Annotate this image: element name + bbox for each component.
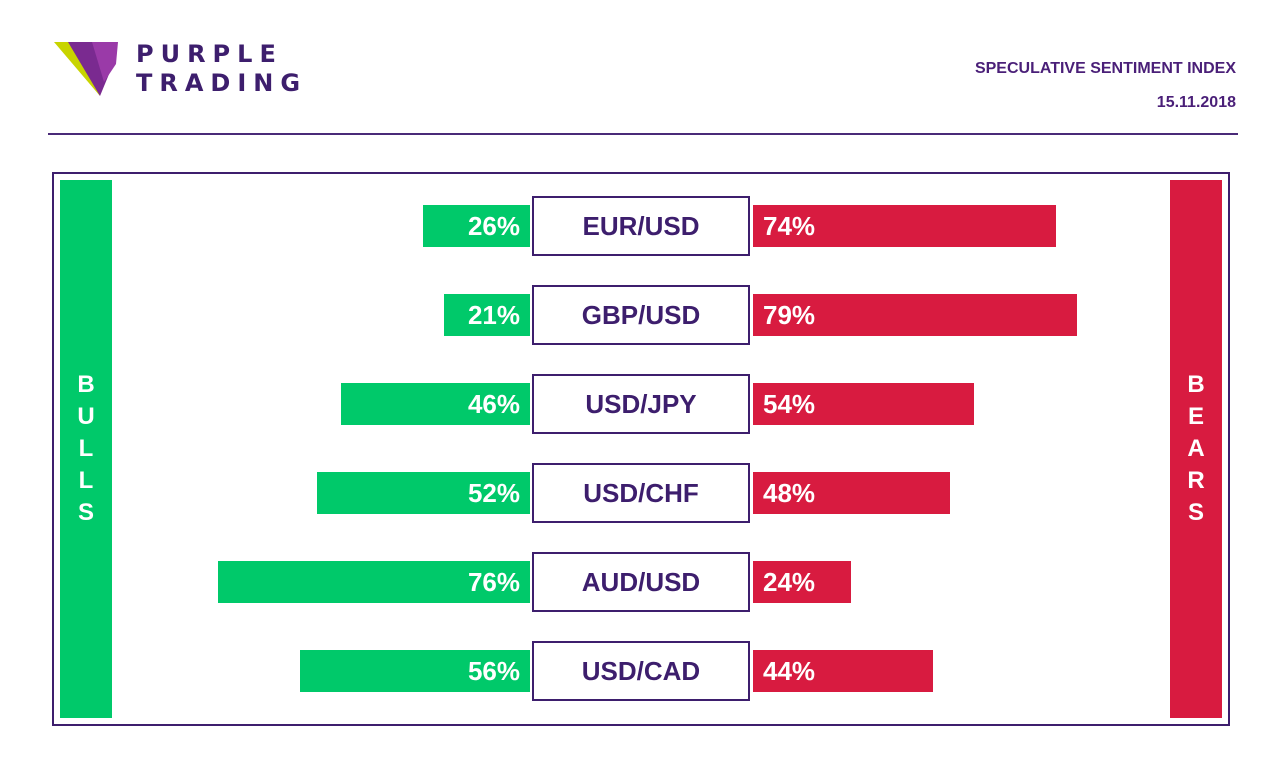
bulls-label-letter: U — [77, 403, 95, 430]
currency-pair-label: USD/JPY — [532, 374, 750, 434]
bull-percent-label: 52% — [467, 478, 520, 508]
bear-percent-label: 74% — [763, 211, 816, 241]
sentiment-row: 76% 24% AUD/USD — [0, 552, 1280, 612]
sentiment-row: 21% 79% GBP/USD — [0, 285, 1280, 345]
bear-percent-label: 79% — [763, 300, 816, 330]
bear-percent-label: 24% — [763, 567, 816, 597]
sentiment-row: 46% 54% USD/JPY — [0, 374, 1280, 434]
bear-percent-label: 44% — [763, 656, 816, 686]
bull-percent-label: 56% — [467, 656, 520, 686]
bull-bar: 56% — [300, 650, 530, 692]
bear-bar: 48% — [753, 472, 950, 514]
bull-bar: 76% — [218, 561, 530, 603]
bull-bar: 26% — [423, 205, 530, 247]
currency-pair-label: USD/CAD — [532, 641, 750, 701]
logo-line-1: PURPLE — [136, 40, 283, 68]
bears-label-letter: A — [1187, 435, 1205, 462]
bulls-label-letter: L — [78, 467, 94, 494]
bull-bar: 52% — [317, 472, 530, 514]
page-title: SPECULATIVE SENTIMENT INDEX — [974, 60, 1236, 77]
bears-label-letter: E — [1187, 403, 1204, 430]
bulls-label-letter: S — [77, 499, 94, 526]
logo-mark-icon — [54, 42, 118, 96]
bear-bar: 44% — [753, 650, 933, 692]
header-divider — [48, 133, 1238, 135]
chart-frame — [52, 172, 1230, 726]
bull-percent-label: 76% — [467, 567, 520, 597]
bulls-label-letter: B — [77, 371, 95, 398]
bear-bar: 24% — [753, 561, 851, 603]
bear-bar: 79% — [753, 294, 1077, 336]
bull-bar: 21% — [444, 294, 530, 336]
bears-label-letter: S — [1187, 499, 1204, 526]
logo-text: PURPLE TRADING — [136, 40, 307, 98]
purple-trading-logo: PURPLE TRADING — [52, 40, 322, 100]
currency-pair-label: GBP/USD — [532, 285, 750, 345]
currency-pair-label: EUR/USD — [532, 196, 750, 256]
sentiment-row: 52% 48% USD/CHF — [0, 463, 1280, 523]
sentiment-row: 26% 74% EUR/USD — [0, 196, 1280, 256]
bulls-label-letter: L — [78, 435, 94, 462]
bull-percent-label: 46% — [467, 389, 520, 419]
bear-percent-label: 48% — [763, 478, 816, 508]
sentiment-row: 56% 44% USD/CAD — [0, 641, 1280, 701]
bull-bar: 46% — [341, 383, 530, 425]
header-info: SPECULATIVE SENTIMENT INDEX 15.11.2018 — [975, 58, 1236, 114]
currency-pair-label: USD/CHF — [532, 463, 750, 523]
bull-percent-label: 26% — [467, 211, 520, 241]
bear-bar: 54% — [753, 383, 974, 425]
logo-line-2: TRADING — [136, 69, 308, 97]
bull-percent-label: 21% — [467, 300, 520, 330]
bear-bar: 74% — [753, 205, 1056, 247]
bears-label-letter: B — [1187, 371, 1205, 398]
report-date: 15.11.2018 — [1156, 94, 1236, 111]
bears-label-letter: R — [1187, 467, 1205, 494]
currency-pair-label: AUD/USD — [532, 552, 750, 612]
bear-percent-label: 54% — [763, 389, 816, 419]
